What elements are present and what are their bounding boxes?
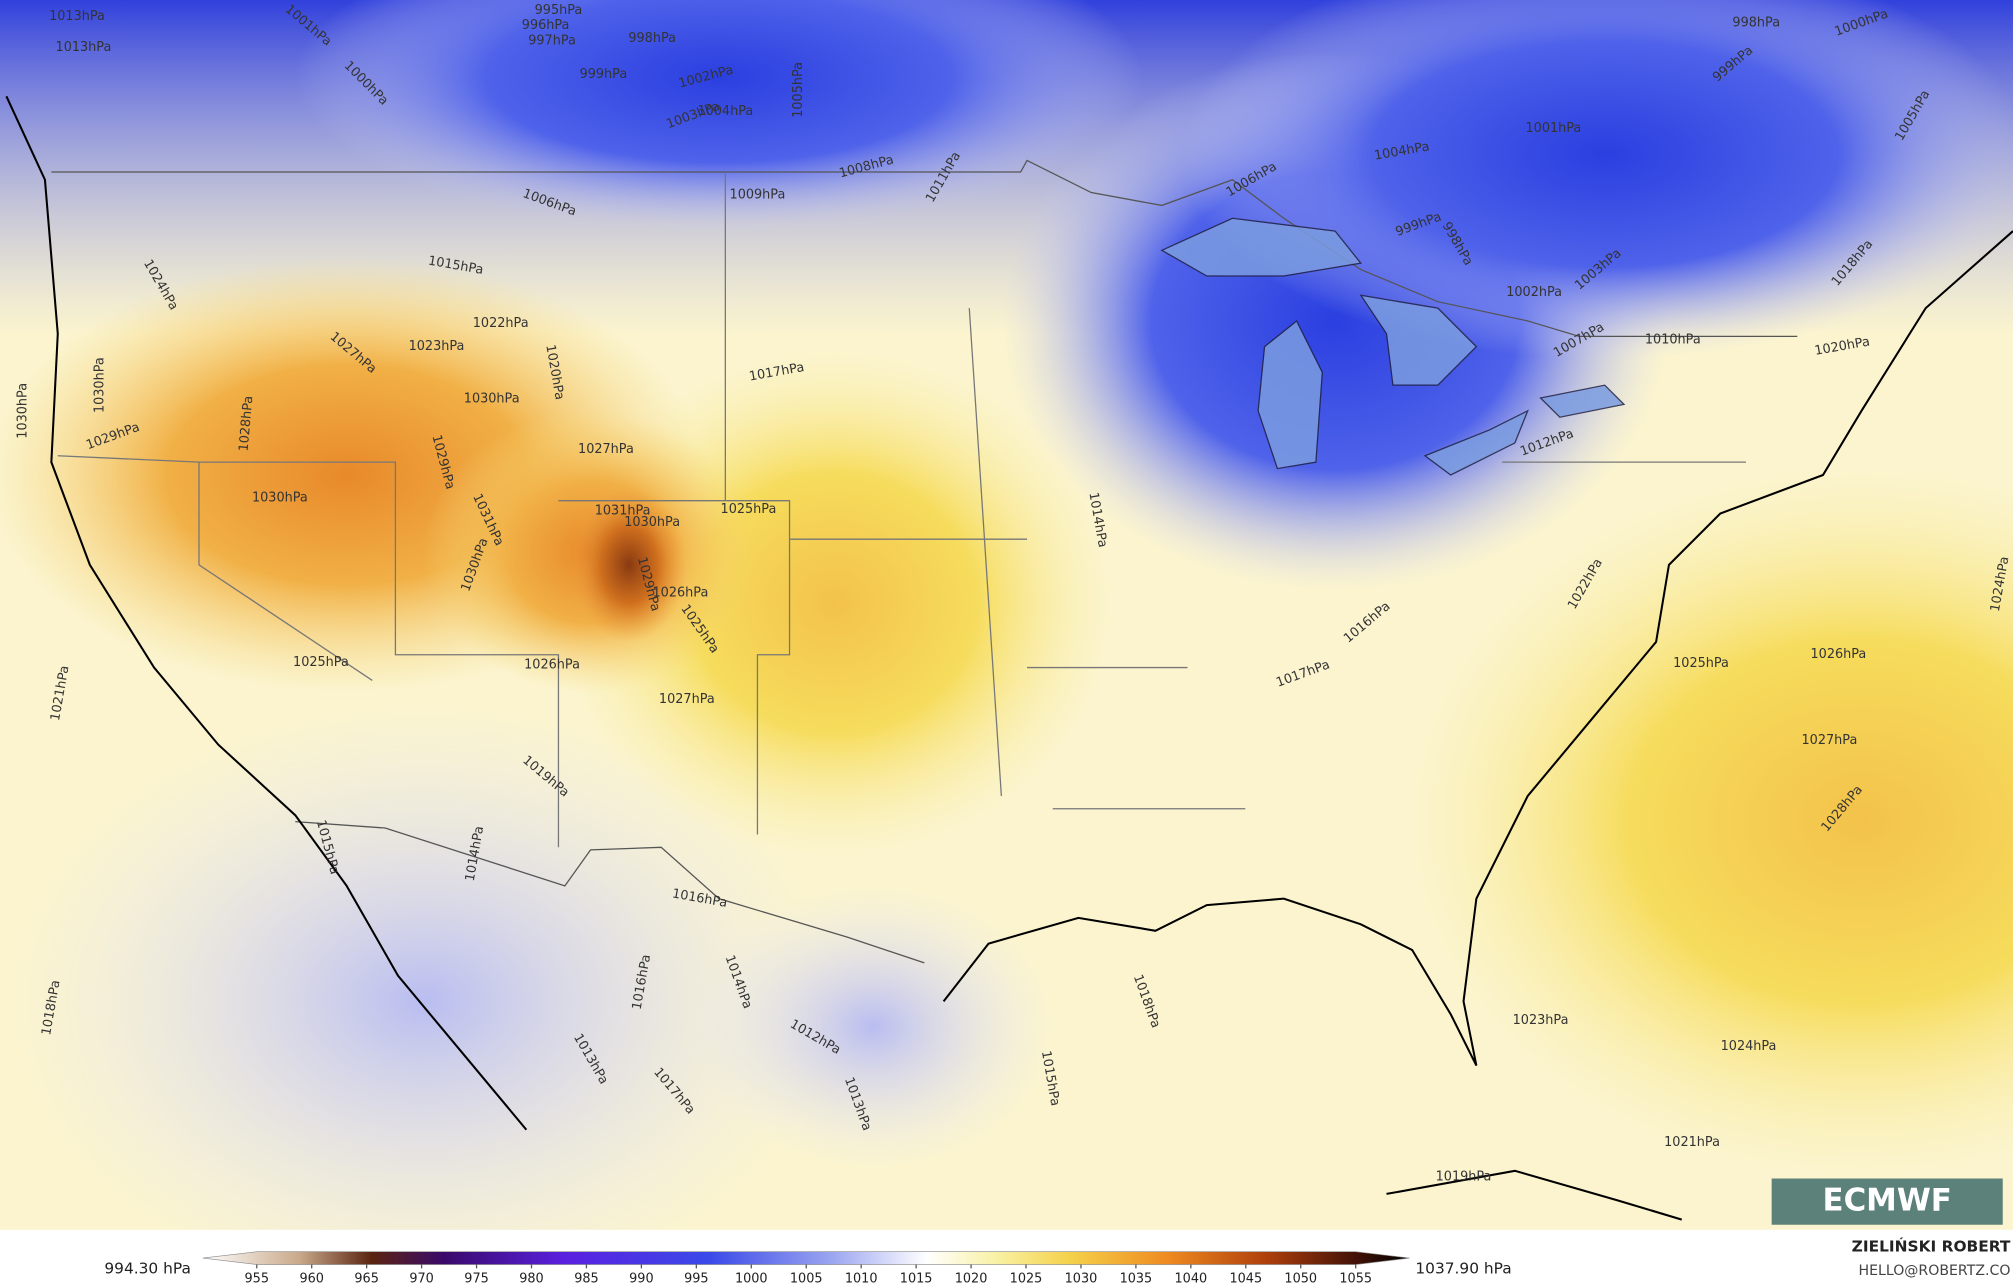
isobar-label: 1019hPa bbox=[1436, 1170, 1492, 1185]
isobar-label: 1005hPa bbox=[791, 62, 806, 118]
credit-author: ZIELIŃSKI ROBERT bbox=[1852, 1237, 2011, 1256]
isobar-label: 1021hPa bbox=[1664, 1135, 1720, 1150]
credit-contact: HELLO@ROBERTZ.CO bbox=[1858, 1263, 2010, 1279]
colorbar-tick-label: 1050 bbox=[1284, 1272, 1317, 1287]
isobar-label: 1030hPa bbox=[464, 392, 520, 407]
logo-box bbox=[1771, 1178, 2003, 1225]
colorbar-min: 994.30 hPa bbox=[104, 1260, 191, 1278]
field-mexico bbox=[12, 706, 835, 1287]
ecmwf-logo: ECMWF bbox=[1771, 1178, 2003, 1225]
isobar-label: 1024hPa bbox=[1721, 1039, 1777, 1054]
isobar-label: 998hPa bbox=[628, 31, 676, 46]
colorbar-tick-label: 990 bbox=[629, 1272, 654, 1287]
coastlines bbox=[5, 95, 2013, 1221]
colorbar-tick-label: 1025 bbox=[1010, 1272, 1043, 1287]
colorbar-tick-label: 995 bbox=[684, 1272, 709, 1287]
isobar-label: 1004hPa bbox=[697, 104, 753, 119]
isobar-label: 1027hPa bbox=[659, 692, 715, 707]
colorbar bbox=[202, 1251, 1410, 1265]
isobar-label: 1026hPa bbox=[524, 658, 580, 673]
isobar-label: 999hPa bbox=[580, 67, 628, 82]
isobar-label: 1002hPa bbox=[1506, 285, 1562, 300]
colorbar-tick-label: 1035 bbox=[1120, 1272, 1153, 1287]
colorbar-tick-label: 1010 bbox=[845, 1272, 878, 1287]
isobar-label: 1027hPa bbox=[578, 442, 634, 457]
isobar-label: 1010hPa bbox=[1645, 333, 1701, 348]
field-high-colorado bbox=[571, 487, 687, 642]
colorbar-tick-label: 970 bbox=[409, 1272, 434, 1287]
colorbar-tick-label: 985 bbox=[574, 1272, 599, 1287]
isobar-label: 1001hPa bbox=[1525, 121, 1581, 136]
isobar-label: 1028hPa bbox=[237, 395, 257, 452]
isobar-label: 1022hPa bbox=[473, 316, 529, 331]
field-low-quebec bbox=[1181, 0, 2013, 360]
colorbar-tick-label: 965 bbox=[354, 1272, 379, 1287]
isobar-label: 1031hPa bbox=[595, 503, 651, 518]
isobar-label: 1030hPa bbox=[624, 515, 680, 530]
isobar-label: 1030hPa bbox=[93, 357, 108, 413]
great-lakes bbox=[1160, 217, 1626, 476]
colorbar-tick-label: 1015 bbox=[900, 1272, 933, 1287]
isobar-label: 1030hPa bbox=[252, 491, 308, 506]
isobar-label: 1009hPa bbox=[730, 188, 786, 203]
colorbar-tick-label: 960 bbox=[299, 1272, 324, 1287]
isobar-label: 1025hPa bbox=[721, 502, 777, 517]
colorbar-tick-label: 980 bbox=[519, 1272, 544, 1287]
colorbar-tick-label: 1030 bbox=[1065, 1272, 1098, 1287]
isobar-label: 998hPa bbox=[1732, 16, 1780, 31]
isobar-label: 1025hPa bbox=[1673, 656, 1729, 671]
colorbar-tick-label: 955 bbox=[245, 1272, 270, 1287]
colorbar-tick-label: 1040 bbox=[1175, 1272, 1208, 1287]
borders bbox=[51, 159, 1798, 964]
isobar-label: 1013hPa bbox=[56, 40, 112, 55]
colorbar-max: 1037.90 hPa bbox=[1415, 1260, 1511, 1278]
isobar-label: 996hPa bbox=[522, 18, 570, 33]
isobar-label: 1026hPa bbox=[1810, 647, 1866, 662]
isobar-label: 1026hPa bbox=[653, 586, 709, 601]
colorbar-tick-label: 1020 bbox=[955, 1272, 988, 1287]
isobar-label: 1030hPa bbox=[16, 383, 31, 439]
colorbar-tick-label: 1045 bbox=[1229, 1272, 1262, 1287]
field-high-atlantic bbox=[1399, 462, 2013, 1181]
isobar-label: 1023hPa bbox=[1513, 1013, 1569, 1028]
isobar-label: 1023hPa bbox=[409, 339, 465, 354]
logo-text: ECMWF bbox=[1823, 1183, 1952, 1219]
colorbar-tick-label: 1000 bbox=[735, 1272, 768, 1287]
isobar-label: 997hPa bbox=[528, 34, 576, 49]
colorbar-tick-label: 975 bbox=[464, 1272, 489, 1287]
isobar-label: 1013hPa bbox=[49, 9, 105, 24]
isobar-label: 1025hPa bbox=[293, 655, 349, 670]
isobar-label: 1027hPa bbox=[1802, 733, 1858, 748]
field-mexico-east bbox=[693, 885, 1053, 1169]
colorbar-tick-label: 1055 bbox=[1339, 1272, 1372, 1287]
colorbar-ticks: 955 960 965 970 975 980 985 990 995 1000 1005 1010 1… bbox=[245, 1264, 1372, 1287]
isobar-label: 995hPa bbox=[535, 3, 583, 18]
field-low-canada bbox=[295, 0, 1143, 232]
colorbar-tick-label: 1005 bbox=[790, 1272, 823, 1287]
